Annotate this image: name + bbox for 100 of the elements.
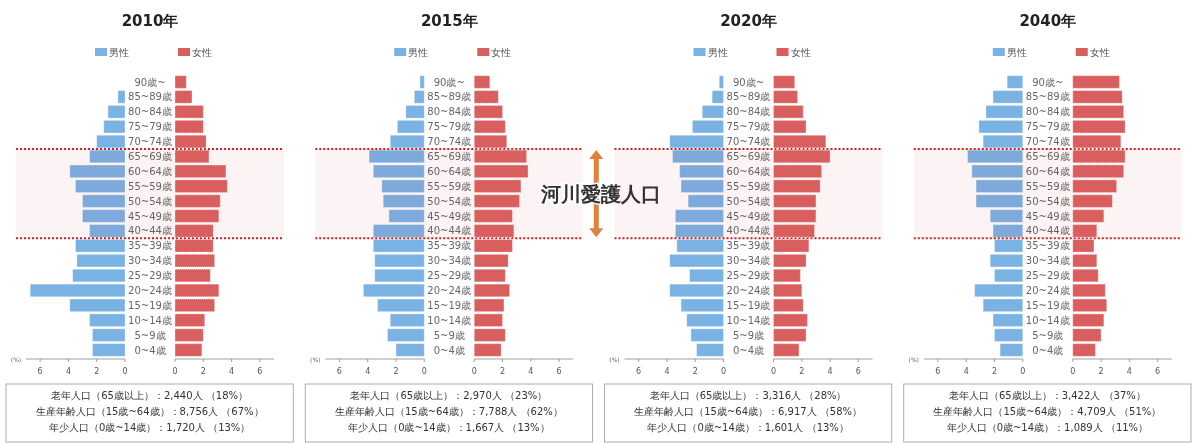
legend-label: 女性	[790, 47, 811, 58]
y-tick-label: 75~79歳	[427, 121, 472, 133]
y-tick-label: 20~24歳	[128, 285, 172, 297]
y-tick-label: 30~34歳	[128, 255, 172, 267]
y-tick-label: 60~64歳	[1025, 165, 1070, 177]
y-tick-label: 80~84歳	[128, 106, 172, 118]
y-tick-label: 10~14歳	[427, 314, 472, 326]
y-tick-label: 85~89歳	[1025, 91, 1070, 103]
text: 老年人口（65歳以上）：3,422人 （37%）	[948, 390, 1146, 401]
text: 生産年齢人口（15歳~64歳）：7,788人 （62%）	[334, 406, 563, 417]
y-tick-label: 0~4歳	[732, 344, 765, 356]
x-tick-label: 2	[200, 367, 206, 376]
y-tick-label: 20~24歳	[726, 285, 771, 297]
y-tick-label: 80~84歳	[726, 106, 771, 118]
text: 年少人口（0歳~14歳）：1,720人 （13%）	[48, 422, 251, 433]
x-tick-label: 4	[827, 367, 833, 376]
y-tick-label: 60~64歳	[128, 165, 172, 177]
x-tick-label: 4	[229, 367, 235, 376]
x-tick-label: 0	[720, 367, 727, 376]
y-tick-label: 65~69歳	[726, 151, 771, 163]
bar	[718, 75, 724, 89]
y-tick-label: 30~34歳	[726, 255, 771, 267]
y-tick-label: 40~44歳	[1025, 225, 1070, 237]
y-tick-label: 80~84歳	[1025, 106, 1070, 118]
y-tick-label: 70~74歳	[1025, 136, 1070, 148]
y-tick-label: 55~59歳	[726, 180, 771, 192]
x-tick-label: 4	[365, 367, 371, 376]
y-tick-label: 25~29歳	[427, 270, 472, 282]
text: 年少人口（0歳~14歳）：1,667人 （13%）	[348, 422, 550, 433]
y-tick-label: 15~19歳	[128, 299, 172, 311]
y-tick-label: 70~74歳	[427, 136, 472, 148]
x-tick-label: 4	[1126, 367, 1132, 376]
legend-label: 男性	[408, 47, 429, 58]
x-tick-label: 2	[393, 367, 399, 376]
x-tick-label: 6	[935, 367, 941, 376]
y-tick-label: 85~89歳	[726, 91, 771, 103]
bar	[92, 343, 126, 357]
y-tick-label: 45~49歳	[726, 210, 771, 222]
legend-label: 男性	[1006, 47, 1027, 58]
y-tick-label: 20~24歳	[1025, 285, 1070, 297]
y-tick-label: 35~39歳	[427, 240, 472, 252]
y-tick-label: 55~59歳	[128, 180, 172, 192]
y-tick-label: 30~34歳	[1025, 255, 1070, 267]
x-tick-label: 4	[963, 367, 969, 376]
bar	[1072, 75, 1120, 89]
y-tick-label: 30~34歳	[427, 255, 472, 267]
text: 老年人口（65歳以上）：2,440人 （18%）	[51, 390, 249, 401]
x-tick-label: 2	[94, 367, 100, 376]
bar	[473, 75, 491, 89]
y-tick-label: 50~54歳	[128, 195, 172, 207]
y-tick-label: 90歳~	[732, 76, 765, 88]
y-tick-label: 90歳~	[433, 76, 465, 88]
y-tick-label: 60~64歳	[726, 165, 771, 177]
y-tick-label: 15~19歳	[1025, 299, 1070, 311]
x-tick-label: 6	[336, 367, 342, 376]
y-tick-label: 40~44歳	[427, 225, 472, 237]
text: 生産年齢人口（15歳~64歳）：6,917人 （58%）	[634, 406, 863, 417]
y-tick-label: 75~79歳	[128, 121, 172, 133]
x-tick-label: 4	[65, 367, 71, 376]
y-tick-label: 55~59歳	[1025, 180, 1070, 192]
x-tick-label: 2	[499, 367, 506, 376]
x-tick-label: 6	[37, 367, 43, 376]
y-tick-label: 5~9歳	[732, 329, 765, 341]
x-tick-label: 0	[122, 367, 128, 376]
y-tick-label: 25~29歳	[1025, 270, 1070, 282]
legend-label: 女性	[1089, 47, 1110, 58]
y-tick-label: 40~44歳	[128, 225, 172, 237]
y-tick-label: 35~39歳	[726, 240, 771, 252]
y-tick-label: 10~14歳	[726, 314, 771, 326]
legend-label: 女性	[491, 47, 512, 58]
y-tick-label: 65~69歳	[427, 151, 472, 163]
text: 老年人口（65歳以上）：2,970人 （23%）	[350, 390, 548, 401]
x-tick-label: 6	[855, 367, 861, 376]
x-tick-label: 6	[556, 367, 562, 376]
y-tick-label: 0~4歳	[134, 344, 166, 356]
y-tick-label: 25~29歳	[128, 270, 172, 282]
y-tick-label: 75~79歳	[1025, 121, 1070, 133]
x-tick-label: 4	[528, 367, 534, 376]
chart-title: 2015年	[420, 12, 478, 30]
y-tick-label: 75~79歳	[726, 121, 771, 133]
y-tick-label: 45~49歳	[128, 210, 172, 222]
y-tick-label: 85~89歳	[427, 91, 472, 103]
y-tick-label: 55~59歳	[427, 180, 472, 192]
y-tick-label: 0~4歳	[1032, 344, 1064, 356]
x-tick-label: 2	[692, 367, 698, 376]
y-tick-label: 5~9歳	[134, 329, 166, 341]
y-tick-label: 10~14歳	[128, 314, 172, 326]
y-tick-label: 40~44歳	[726, 225, 771, 237]
x-tick-label: 2	[1098, 367, 1104, 376]
text: 生産年齢人口（15歳~64歳）：8,756人 （67%）	[35, 406, 264, 417]
text: 年少人口（0歳~14歳）：1,601人 （13%）	[647, 422, 849, 433]
y-tick-label: 35~39歳	[128, 240, 172, 252]
x-tick-label: 0	[421, 367, 427, 376]
x-tick-label: 0	[770, 367, 777, 376]
x-tick-label: 0	[1020, 367, 1026, 376]
x-tick-label: 6	[1155, 367, 1161, 376]
y-tick-label: 20~24歳	[427, 285, 472, 297]
x-tick-label: 6	[257, 367, 263, 376]
y-tick-label: 50~54歳	[1025, 195, 1070, 207]
bar	[1006, 75, 1024, 89]
